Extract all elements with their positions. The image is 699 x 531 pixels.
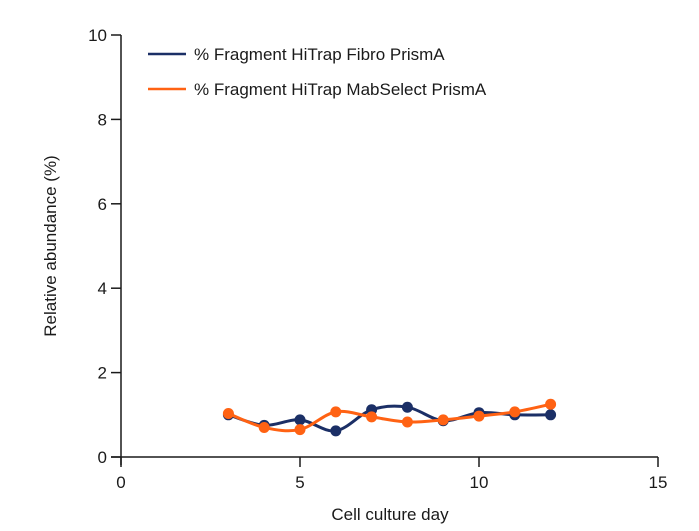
data-point	[330, 425, 342, 437]
data-point	[294, 414, 306, 426]
series-mabselect	[222, 398, 557, 436]
x-axis-title: Cell culture day	[331, 505, 449, 524]
data-point	[545, 398, 557, 410]
data-point	[294, 424, 306, 436]
data-point	[222, 408, 234, 420]
y-tick-label: 2	[98, 364, 107, 383]
legend-item-mabselect: % Fragment HiTrap MabSelect PrismA	[148, 80, 487, 99]
data-point	[437, 414, 449, 426]
legend-label-fibro: % Fragment HiTrap Fibro PrismA	[194, 45, 445, 64]
plot-area	[222, 398, 557, 437]
axes: 0 2 4 6 8 10 0 5 10 15	[88, 26, 667, 492]
legend-item-fibro: % Fragment HiTrap Fibro PrismA	[148, 45, 445, 64]
series-line	[227, 402, 551, 433]
y-tick-label: 4	[98, 279, 107, 298]
data-point	[401, 401, 413, 413]
legend: % Fragment HiTrap Fibro PrismA % Fragmen…	[148, 45, 487, 99]
y-tick-label: 8	[98, 110, 107, 129]
y-tick-label: 0	[98, 448, 107, 467]
data-point	[509, 406, 521, 418]
data-point	[258, 421, 270, 433]
y-axis-title: Relative abundance (%)	[41, 155, 60, 336]
x-tick-label: 15	[649, 473, 668, 492]
x-tick-label: 5	[295, 473, 304, 492]
y-tick-label: 6	[98, 195, 107, 214]
x-tick-label: 10	[470, 473, 489, 492]
y-tick-label: 10	[88, 26, 107, 45]
legend-label-mabselect: % Fragment HiTrap MabSelect PrismA	[194, 80, 487, 99]
data-point	[366, 411, 378, 423]
data-point	[473, 410, 485, 422]
data-point	[545, 409, 557, 421]
x-tick-label: 0	[116, 473, 125, 492]
data-point	[401, 416, 413, 428]
data-point	[330, 406, 342, 418]
